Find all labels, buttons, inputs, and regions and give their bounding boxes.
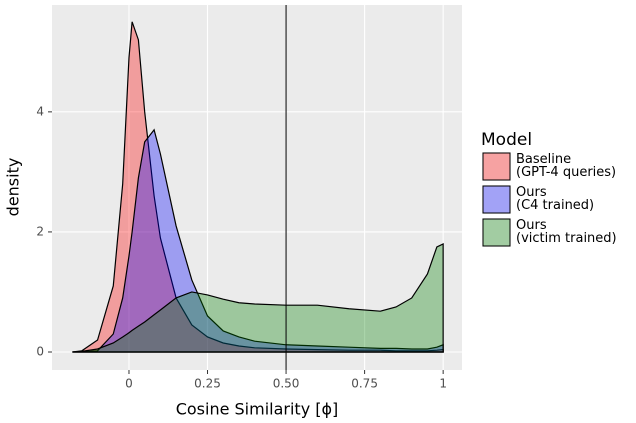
y-tick-label: 4 [36, 104, 44, 118]
legend-key [482, 185, 511, 214]
marks [72, 5, 444, 370]
legend-swatch [482, 185, 511, 214]
axes: 0 0.25 0.50 0.75 1 0 2 4 [36, 104, 447, 390]
x-tick-label: 0.50 [273, 377, 300, 391]
y-axis-title: density [4, 158, 23, 217]
density-area [72, 242, 444, 353]
legend-swatch [482, 218, 511, 247]
density-area [72, 128, 444, 353]
legend-label: Ours (victim trained) [516, 218, 617, 246]
y-tick-label: 2 [36, 224, 44, 238]
legend-label: Baseline (GPT-4 queries) [516, 152, 617, 180]
x-tick-label: 0.25 [194, 377, 221, 391]
y-tick-label: 0 [36, 344, 44, 358]
legend-swatch [482, 152, 511, 181]
legend-key [482, 218, 511, 247]
x-tick-label: 0 [125, 377, 133, 391]
legend-label: Ours (C4 trained) [516, 185, 595, 213]
legend-key [482, 152, 511, 181]
x-tick-label: 1 [439, 377, 447, 391]
density-area [72, 21, 444, 353]
x-tick-label: 0.75 [351, 377, 378, 391]
legend-title: Model [481, 130, 532, 150]
x-axis-title: Cosine Similarity [ϕ] [176, 400, 339, 419]
